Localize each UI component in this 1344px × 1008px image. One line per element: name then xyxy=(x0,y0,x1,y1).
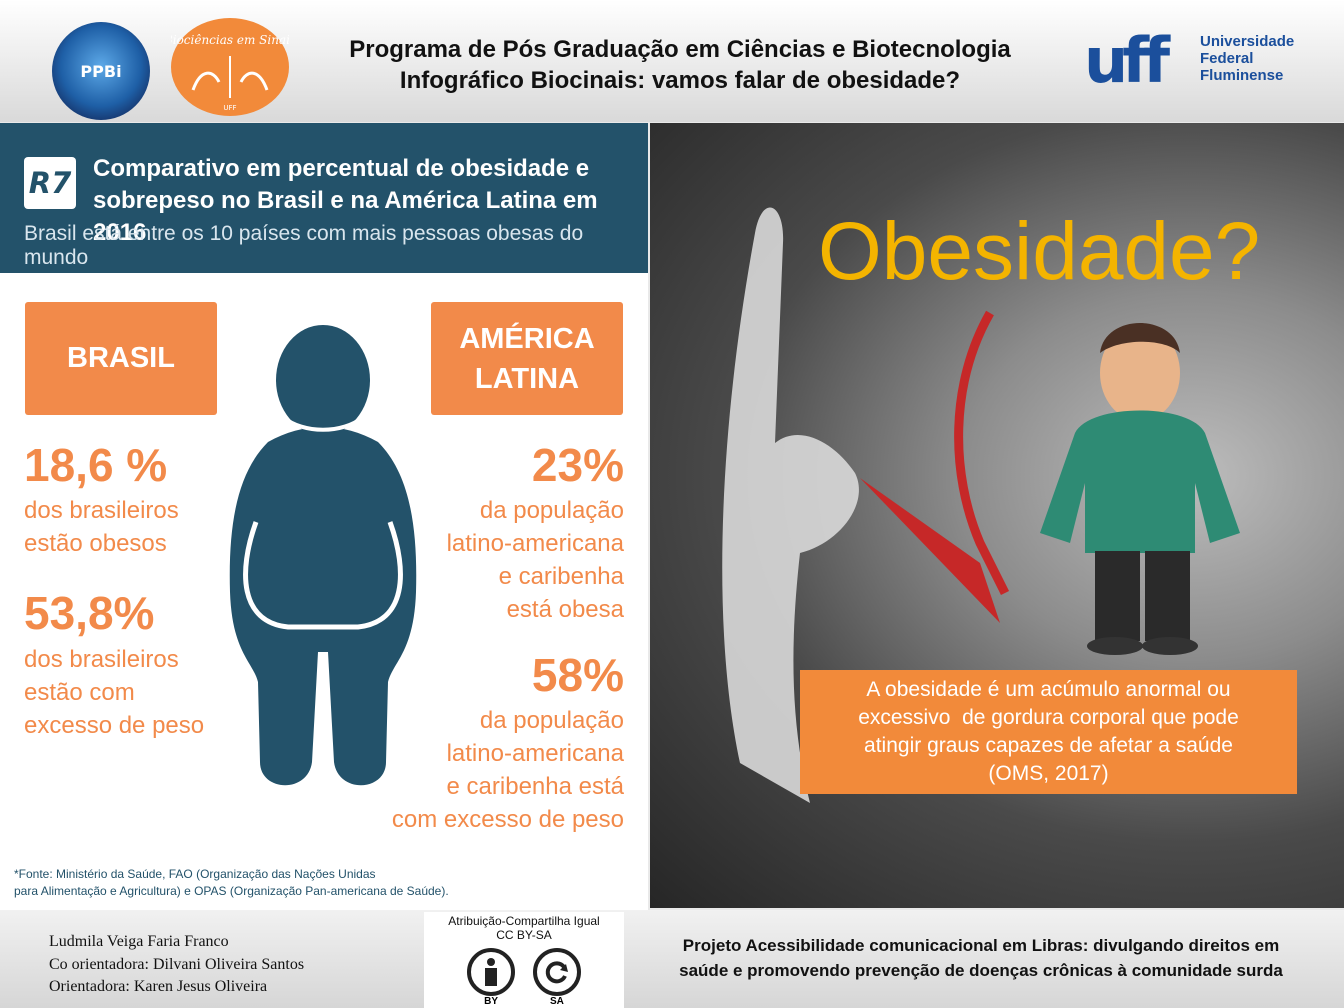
title-line-1: Programa de Pós Graduação em Ciências e … xyxy=(349,36,1011,63)
hand-and-arrow-illustration xyxy=(722,207,1240,803)
ppbi-logo: PPBi xyxy=(52,22,150,120)
license-title-line-2: CC BY-SA xyxy=(496,928,552,942)
r7-logo: R7 xyxy=(24,157,76,209)
uff-logo: uff xyxy=(1084,32,1177,90)
brasil-overweight-value: 53,8% xyxy=(24,587,155,639)
brasil-obesity-value: 18,6 % xyxy=(24,439,168,491)
desc-line: excesso de peso xyxy=(24,712,205,739)
uff-name: Universidade Federal Fluminense xyxy=(1200,33,1294,84)
brasil-label: BRASIL xyxy=(25,302,217,415)
infographic-title-line-1: Comparativo em percentual de obesidade e xyxy=(93,155,590,182)
infographic-title-line-2: sobrepeso no Brasil e na América Latina … xyxy=(93,187,598,246)
america-label-line-2: LATINA xyxy=(474,362,580,395)
obesidade-headline: Obesidade? xyxy=(818,206,1261,297)
biociencias-logo-text: Biociências em Sinais xyxy=(171,33,289,47)
project-description: Projeto Acessibilidade comunicacional em… xyxy=(655,933,1307,983)
desc-line: e caribenha está xyxy=(446,773,624,800)
ppbi-logo-text: PPBi xyxy=(80,61,122,81)
definition-line: atingir graus capazes de afetar a saúde xyxy=(864,734,1233,757)
biociencias-logo-sub: UFF xyxy=(223,104,236,112)
uff-name-line-2: Federal xyxy=(1200,50,1254,67)
desc-line: da população xyxy=(479,707,624,734)
footer-bar xyxy=(0,910,1344,1008)
obesity-definition: A obesidade é um acúmulo anormal ou exce… xyxy=(800,670,1297,794)
author-line: Orientadora: Karen Jesus Oliveira xyxy=(49,978,268,995)
cc-license-badge: Atribuição-Compartilha Igual CC BY-SA BY… xyxy=(424,912,624,1008)
infographic-subtitle: Brasil está entre os 10 países com mais … xyxy=(24,222,584,269)
infographic-header xyxy=(0,123,648,273)
america-label-line-1: AMÉRICA xyxy=(459,322,595,355)
title-line-2: Infográfico Biocinais: vamos falar de ob… xyxy=(399,67,961,94)
definition-line: A obesidade é um acúmulo anormal ou xyxy=(866,678,1231,701)
biociencias-em-sinais-logo: Biociências em Sinais UFF xyxy=(171,18,289,116)
source-line-1: *Fonte: Ministério da Saúde, FAO (Organi… xyxy=(14,867,376,881)
desc-line: e caribenha xyxy=(498,563,624,590)
brasil-overweight-desc: dos brasileiros estão com excesso de pes… xyxy=(24,643,204,742)
definition-line: excessivo de gordura corporal que pode xyxy=(858,706,1239,729)
authors-list: Ludmila Veiga Faria Franco Co orientador… xyxy=(49,931,304,999)
author-line: Ludmila Veiga Faria Franco xyxy=(49,933,229,950)
desc-line: estão obesos xyxy=(24,530,167,557)
license-by-label: BY xyxy=(484,996,498,1007)
page-title: Programa de Pós Graduação em Ciências e … xyxy=(300,34,1060,96)
desc-line: estão com xyxy=(24,679,135,706)
project-line-1: Projeto Acessibilidade comunicacional em… xyxy=(682,936,1280,955)
source-line-2: para Alimentação e Agricultura) e OPAS (… xyxy=(14,884,449,898)
desc-line: com excesso de peso xyxy=(391,806,624,833)
infographic-title: Comparativo em percentual de obesidade e… xyxy=(93,153,643,249)
america-overweight-desc: da população latino-americana e caribenh… xyxy=(360,704,624,836)
uff-name-line-1: Universidade xyxy=(1200,33,1295,50)
uff-name-line-3: Fluminense xyxy=(1200,67,1284,84)
project-line-2: saúde e promovendo prevenção de doenças … xyxy=(679,961,1283,980)
desc-line: latino-americana xyxy=(446,740,624,767)
hands-logo-icon: Biociências em Sinais UFF xyxy=(171,33,289,112)
desc-line: está obesa xyxy=(506,596,624,623)
desc-line: dos brasileiros xyxy=(24,646,179,673)
by-person-icon xyxy=(467,948,515,996)
definition-line: (OMS, 2017) xyxy=(988,762,1109,785)
person-silhouette-icon xyxy=(229,325,417,786)
license-sa-label: SA xyxy=(550,996,564,1007)
brasil-obesity-desc: dos brasileiros estão obesos xyxy=(24,494,179,560)
license-title-line-1: Atribuição-Compartilha Igual xyxy=(448,914,600,928)
share-alike-icon xyxy=(533,948,581,996)
desc-line: dos brasileiros xyxy=(24,497,179,524)
license-title: Atribuição-Compartilha Igual CC BY-SA xyxy=(424,914,624,942)
uff-logo-text: uff xyxy=(1084,32,1171,90)
source-note: *Fonte: Ministério da Saúde, FAO (Organi… xyxy=(14,866,634,900)
america-overweight-value: 58% xyxy=(531,649,624,701)
author-line: Co orientadora: Dilvani Oliveira Santos xyxy=(49,955,305,973)
america-obesity-value: 23% xyxy=(531,439,624,491)
america-latina-label: AMÉRICA LATINA xyxy=(431,302,623,415)
desc-line: latino-americana xyxy=(446,530,624,557)
desc-line: da população xyxy=(479,497,624,524)
america-obesity-desc: da população latino-americana e caribenh… xyxy=(380,494,624,626)
